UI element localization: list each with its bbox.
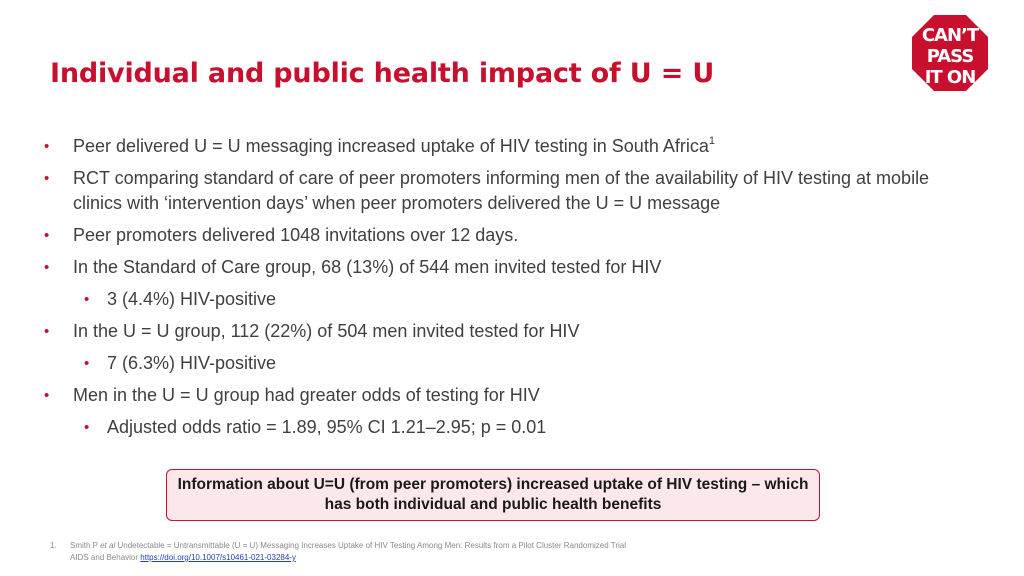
sub-bullet-item: • 7 (6.3%) HIV-positive: [44, 351, 974, 376]
logo-line-1: CAN’T: [922, 25, 980, 46]
bullet-item: • In the U = U group, 112 (22%) of 504 me…: [44, 319, 974, 344]
bullet-icon: •: [44, 323, 50, 340]
bullet-icon: •: [44, 387, 50, 404]
bullet-item: • Men in the U = U group had greater odds…: [44, 383, 974, 408]
footnote-etal: et al: [100, 541, 116, 550]
bullet-text: Men in the U = U group had greater odds …: [73, 385, 540, 405]
bullet-icon: •: [84, 291, 90, 308]
bullet-icon: •: [44, 138, 50, 155]
bullet-text: In the U = U group, 112 (22%) of 504 men…: [73, 321, 580, 341]
bullet-item: • In the Standard of Care group, 68 (13%)…: [44, 255, 974, 280]
cant-pass-it-on-logo: CAN’T PASS IT ON: [912, 15, 988, 91]
bullet-icon: •: [84, 419, 90, 436]
logo-line-3: IT ON: [925, 67, 976, 88]
footnote-ref: 1: [708, 135, 715, 147]
bullet-text: Adjusted odds ratio = 1.89, 95% CI 1.21–…: [107, 417, 547, 437]
octagon-logo-icon: CAN’T PASS IT ON: [912, 15, 988, 91]
logo-line-2: PASS: [927, 46, 974, 67]
sub-bullet-item: • 3 (4.4%) HIV-positive: [44, 287, 974, 312]
bullet-item: • Peer delivered U = U messaging increase…: [44, 134, 974, 159]
bullet-icon: •: [84, 355, 90, 372]
footnote-number: 1.: [50, 541, 57, 550]
bullet-list: • Peer delivered U = U messaging increase…: [44, 134, 974, 447]
bullet-icon: •: [44, 170, 50, 187]
key-message-callout: Information about U=U (from peer promote…: [166, 469, 820, 521]
bullet-icon: •: [44, 227, 50, 244]
bullet-text: 7 (6.3%) HIV-positive: [107, 353, 277, 373]
bullet-text: In the Standard of Care group, 68 (13%) …: [73, 257, 662, 277]
bullet-text: Peer promoters delivered 1048 invitation…: [73, 225, 519, 245]
doi-link[interactable]: https://doi.org/10.1007/s10461-021-03284…: [140, 553, 296, 562]
bullet-item: • Peer promoters delivered 1048 invitatio…: [44, 223, 974, 248]
callout-text: Information about U=U (from peer promote…: [177, 476, 809, 513]
footnote-journal: AIDS and Behavior: [70, 553, 139, 562]
footnote-author: Smith P: [70, 541, 98, 550]
bullet-icon: •: [44, 259, 50, 276]
bullet-text: 3 (4.4%) HIV-positive: [107, 289, 277, 309]
bullet-text: Peer delivered U = U messaging increased…: [73, 136, 709, 156]
sub-bullet-item: • Adjusted odds ratio = 1.89, 95% CI 1.21…: [44, 415, 974, 440]
bullet-item: • RCT comparing standard of care of peer …: [44, 166, 974, 216]
slide-title: Individual and public health impact of U…: [50, 58, 715, 89]
footnote-title: Undetectable = Untransmittable (U = U) M…: [117, 541, 626, 550]
reference-footnote: 1. Smith P et al Undetectable = Untransm…: [50, 540, 950, 564]
bullet-text: RCT comparing standard of care of peer p…: [73, 168, 930, 213]
